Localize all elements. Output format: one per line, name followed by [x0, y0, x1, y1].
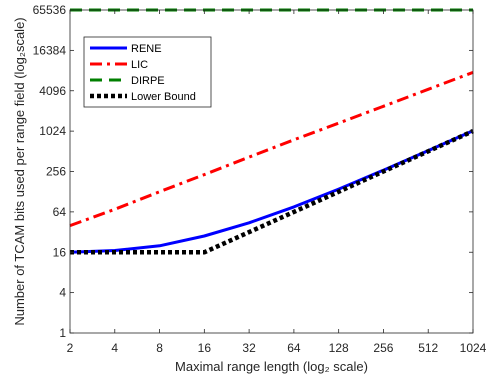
x-tick-label: 2: [67, 341, 74, 355]
y-tick-label: 1024: [39, 124, 66, 138]
x-tick-label: 1024: [460, 341, 487, 355]
legend-label: DIRPE: [131, 75, 165, 87]
legend-label: RENE: [131, 43, 162, 55]
x-tick-label: 512: [418, 341, 438, 355]
ticks-layer: [69, 9, 474, 334]
tick-labels: 2 4 8 16 32 64 128 256 512 1024 1 4 16 64 256 1024 4096 1…: [33, 3, 487, 355]
y-tick-label: 4096: [39, 84, 66, 98]
legend-label: LIC: [131, 59, 148, 71]
x-tick-label: 16: [198, 341, 212, 355]
y-tick-label: 1: [59, 326, 66, 340]
y-axis-label: Number of TCAM bits used per range field…: [12, 17, 27, 325]
legend: RENE LIC DIRPE Lower Bound: [83, 36, 212, 108]
series-line-rene: [69, 129, 474, 254]
y-tick-label: 65536: [33, 3, 67, 17]
x-tick-label: 128: [329, 341, 349, 355]
x-tick-label: 256: [373, 341, 393, 355]
y-tick-label: 4: [59, 286, 66, 300]
series-line-lic: [69, 70, 474, 228]
y-tick-label: 16384: [33, 43, 67, 57]
y-tick-label: 256: [46, 165, 66, 179]
y-tick-label: 16: [53, 245, 67, 259]
legend-label: Lower Bound: [131, 91, 196, 103]
x-tick-label: 64: [287, 341, 301, 355]
y-tick-label: 64: [53, 205, 67, 219]
x-axis-label: Maximal range length (log₂ scale): [175, 359, 368, 374]
x-tick-label: 8: [156, 341, 163, 355]
x-tick-label: 32: [242, 341, 256, 355]
x-tick-label: 4: [111, 341, 118, 355]
